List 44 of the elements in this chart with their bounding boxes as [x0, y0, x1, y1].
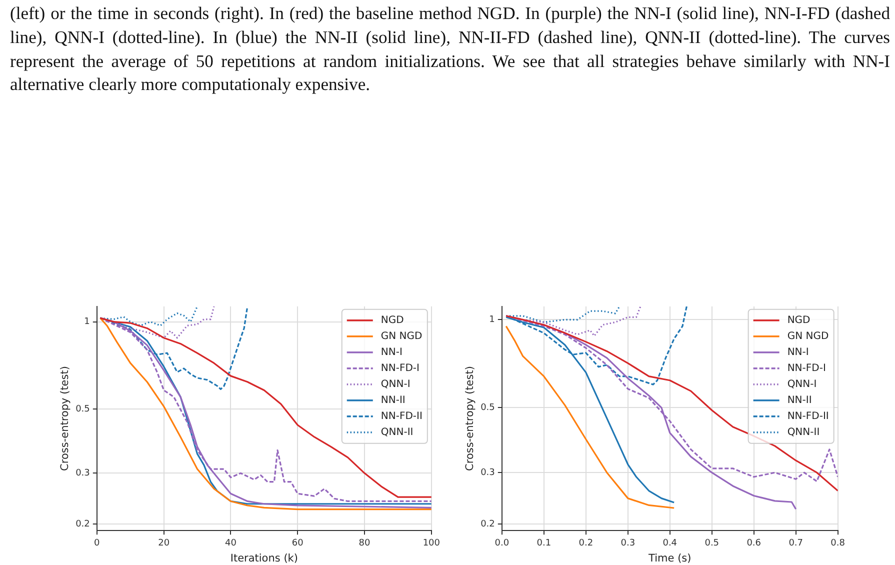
x-tick-label: 100 [422, 538, 440, 548]
x-tick-label: 0.0 [494, 538, 510, 548]
y-tick-label: 0.2 [76, 519, 90, 530]
x-tick-label: 0.7 [788, 538, 804, 548]
x-tick-label: 0.8 [830, 538, 846, 548]
legend-label: QNN-I [380, 378, 410, 390]
y-tick-label: 0.3 [76, 468, 90, 479]
x-tick-label: 0.2 [578, 538, 594, 548]
y-tick-label: 0.2 [480, 519, 495, 530]
x-tick-label: 60 [292, 538, 304, 548]
y-tick-label: 1 [84, 317, 90, 328]
x-tick-label: 80 [358, 538, 371, 548]
y-tick-label: 0.5 [76, 404, 90, 414]
legend-label: NN-FD-I [380, 362, 420, 374]
legend-label: QNN-II [787, 426, 820, 438]
x-tick-label: 0.1 [536, 538, 552, 548]
x-tick-label: 20 [158, 538, 170, 548]
x-tick-label: 0.3 [620, 538, 636, 548]
legend-label: QNN-II [380, 426, 414, 438]
x-tick-label: 0.5 [704, 538, 720, 548]
legend-label: NGD [787, 314, 811, 326]
legend-label: NN-FD-II [787, 410, 829, 422]
x-tick-label: 0 [94, 538, 100, 548]
y-axis-title: Cross-entropy (test) [59, 366, 72, 471]
legend-label: GN NGD [787, 330, 829, 342]
x-tick-label: 0.6 [746, 538, 762, 548]
legend-label: GN NGD [380, 330, 423, 342]
legend-label: NGD [380, 314, 404, 326]
y-tick-label: 0.5 [480, 403, 495, 414]
y-tick-label: 1 [489, 315, 495, 325]
legend-label: NN-I [787, 346, 809, 358]
x-axis-title: Iterations (k) [230, 552, 298, 564]
legend-label: NN-II [787, 394, 812, 406]
y-tick-label: 0.3 [480, 468, 495, 478]
x-tick-label: 40 [224, 538, 237, 548]
legend-label: NN-II [380, 394, 406, 406]
legend-label: NN-FD-I [787, 362, 826, 374]
x-axis-title: Time (s) [648, 552, 692, 564]
text: (left) or the time in seconds (right). In (red) the baseline method NGD. In (purple) the NN-I (solid line), NN-I-FD (dashed line), QNN-I (dotted-line). In (blue) the NN-II (solid line), NN-II-FD (dashed line), QNN-II (dotted-line). The curves represent the average of 50 repetitions at random initializations. We see that all strategies behave similarly with NN-I alternative clearly more computationaly expensive. [10, 2, 890, 96]
legend-label: QNN-I [787, 378, 817, 390]
legend-label: NN-I [380, 346, 402, 358]
legend-label: NN-FD-II [380, 410, 422, 422]
y-axis-title: Cross-entropy (test) [464, 366, 476, 471]
x-tick-label: 0.4 [662, 538, 678, 548]
